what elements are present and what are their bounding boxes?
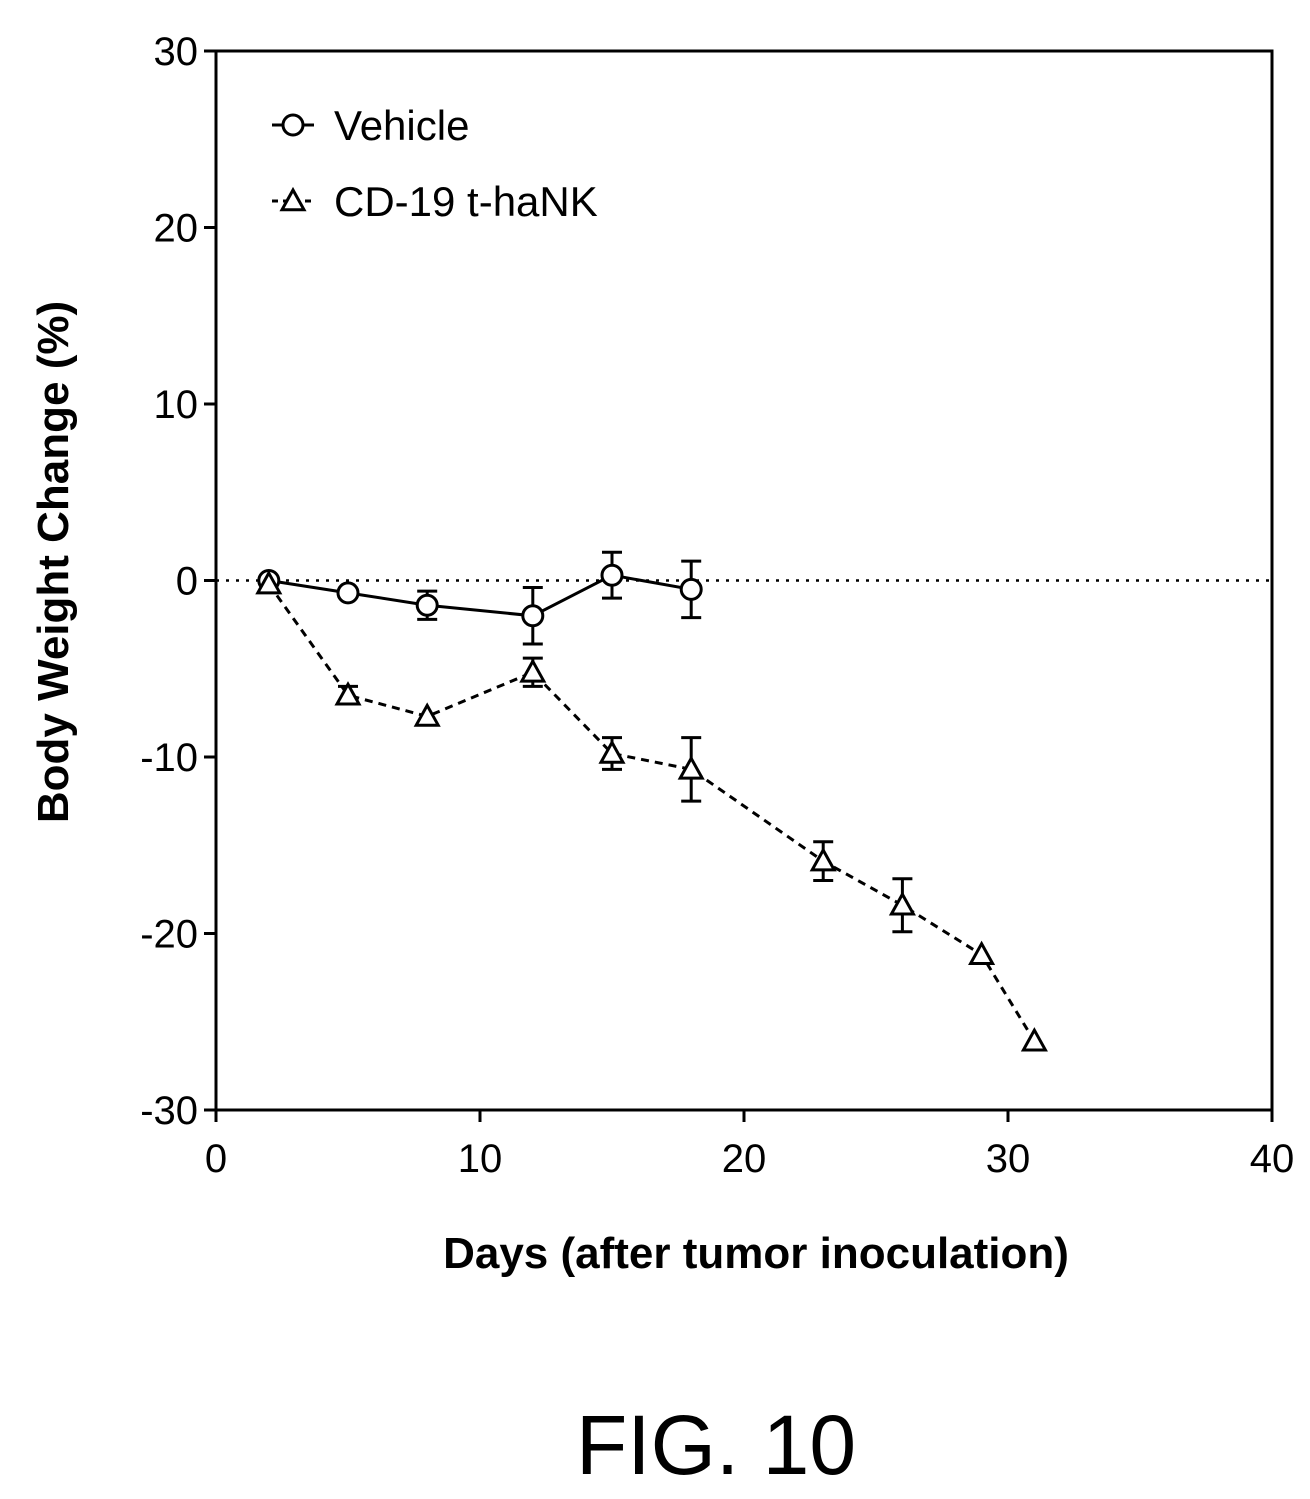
series-line	[267, 583, 1036, 1042]
y-tick-label: -20	[140, 913, 198, 957]
y-tick-label: 0	[176, 560, 198, 604]
data-point	[809, 847, 837, 872]
legend: Vehicle CD-19 t-haNK	[272, 102, 598, 225]
data-point	[413, 702, 441, 727]
legend-label: Vehicle	[334, 102, 469, 149]
legend-label: CD-19 t-haNK	[334, 178, 598, 225]
data-point	[679, 577, 703, 601]
legend-item-1: CD-19 t-haNK	[272, 178, 598, 225]
data-point	[968, 940, 996, 965]
y-axis-ticks: 30 20 10 0 -10 -20 -30	[140, 30, 216, 1133]
data-point	[521, 604, 545, 628]
series-0	[257, 550, 703, 646]
x-axis-ticks: 0 10 20 30 40	[205, 1110, 1294, 1181]
data-point	[519, 658, 547, 683]
y-axis-label: Body Weight Change (%)	[29, 301, 78, 823]
data-point	[598, 739, 626, 764]
x-tick-label: 20	[722, 1137, 767, 1181]
data-point	[415, 593, 439, 617]
series-1	[255, 569, 1048, 1052]
y-tick-label: 30	[154, 30, 199, 74]
data-point	[888, 891, 916, 916]
x-axis-label: Days (after tumor inoculation)	[443, 1229, 1069, 1278]
data-point	[334, 681, 362, 706]
data-point	[1020, 1027, 1048, 1052]
x-tick-label: 30	[986, 1137, 1031, 1181]
data-point	[677, 755, 705, 780]
x-tick-label: 10	[458, 1137, 503, 1181]
data-point	[600, 563, 624, 587]
figure-caption: FIG. 10	[576, 1398, 856, 1492]
legend-marker	[281, 113, 305, 137]
y-tick-label: -10	[140, 736, 198, 780]
series-line	[268, 573, 692, 618]
x-tick-label: 40	[1250, 1137, 1295, 1181]
legend-marker	[279, 186, 307, 212]
y-tick-label: 10	[154, 383, 199, 427]
series-layer	[255, 550, 1048, 1052]
x-tick-label: 0	[205, 1137, 227, 1181]
data-point	[336, 581, 360, 605]
y-tick-label: -30	[140, 1089, 198, 1133]
legend-item-0: Vehicle	[272, 102, 469, 149]
y-tick-label: 20	[154, 207, 199, 251]
data-point	[255, 569, 283, 595]
